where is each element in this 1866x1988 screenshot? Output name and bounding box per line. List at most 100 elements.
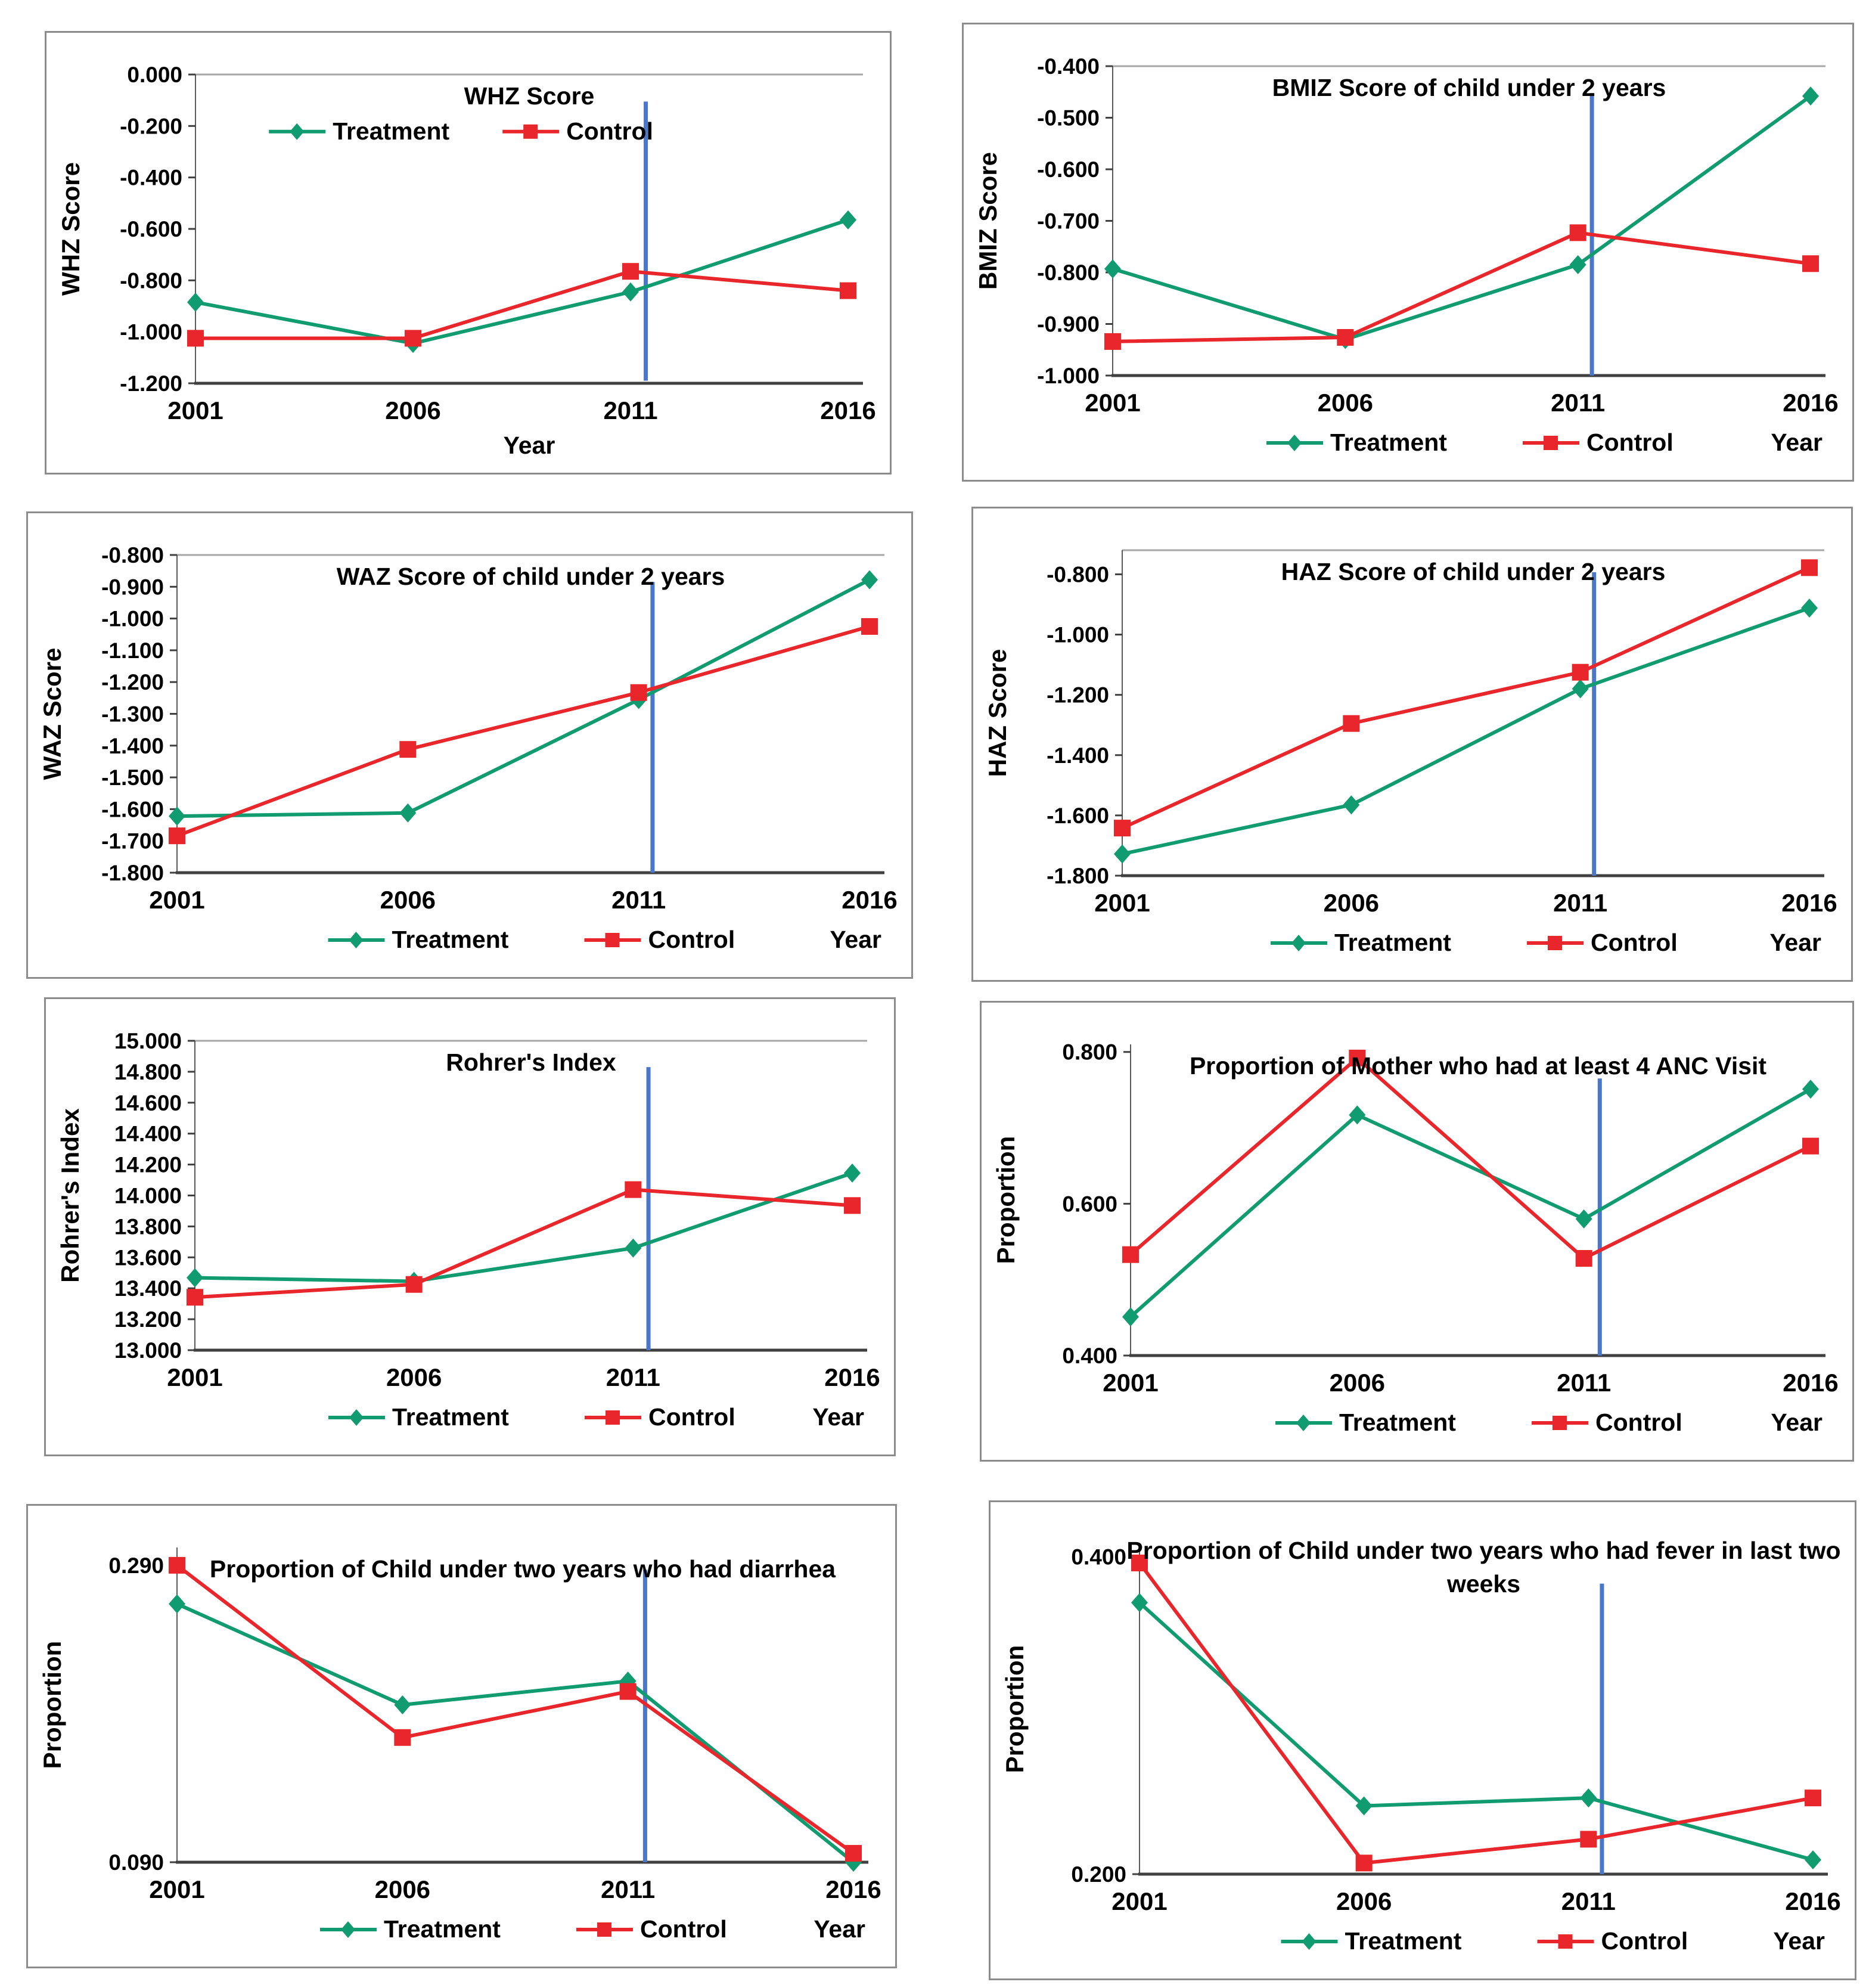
control-marker bbox=[840, 282, 856, 299]
chart-svg-whz-score: 0.000 -0.200 -0.400 -0.600 -0.800 -1.000 -1.20… bbox=[57, 63, 876, 459]
treatment-marker bbox=[394, 1695, 411, 1714]
legend-control-swatch-marker bbox=[597, 1922, 611, 1937]
control-line bbox=[1138, 1562, 1814, 1865]
y-tick-label: 0.800 bbox=[1062, 1040, 1117, 1065]
treatment-marker bbox=[1122, 1307, 1139, 1327]
treatment-line bbox=[1122, 606, 1810, 856]
y-tick-label: -0.500 bbox=[1037, 106, 1100, 131]
y-tick-label: 13.000 bbox=[114, 1338, 182, 1363]
chart-title: weeks bbox=[1446, 1570, 1520, 1598]
control-marker bbox=[1349, 1049, 1366, 1066]
y-axis-title: HAZ Score bbox=[983, 649, 1011, 777]
x-axis-title: Year bbox=[1771, 429, 1822, 456]
chart-title: Proportion of Child under two years who … bbox=[1126, 1537, 1840, 1564]
treatment-marker bbox=[1131, 1593, 1148, 1612]
treatment-marker bbox=[625, 1238, 642, 1258]
control-marker bbox=[1131, 1554, 1148, 1571]
legend-treatment-label: Treatment bbox=[1345, 1927, 1462, 1955]
control-marker bbox=[1801, 559, 1818, 576]
y-tick-label: 13.200 bbox=[114, 1307, 182, 1332]
x-axis-title: Year bbox=[1769, 929, 1821, 956]
control-marker bbox=[399, 741, 417, 758]
x-tick-label: 2001 bbox=[167, 1363, 222, 1391]
control-marker bbox=[622, 263, 639, 280]
chart-panel-whz-score: 0.000 -0.200 -0.400 -0.600 -0.800 -1.000 -1.20… bbox=[45, 31, 892, 474]
legend-control-swatch-marker bbox=[1558, 1934, 1573, 1949]
control-line bbox=[1112, 231, 1811, 343]
x-tick-label: 2011 bbox=[603, 396, 657, 424]
x-tick-label: 2011 bbox=[1561, 1887, 1616, 1915]
y-tick-label: -0.800 bbox=[1047, 562, 1109, 587]
y-tick-label: -1.500 bbox=[101, 765, 164, 790]
treatment-marker bbox=[1572, 679, 1589, 699]
legend-control-label: Control bbox=[1601, 1927, 1688, 1955]
y-tick-label: 0.200 bbox=[1071, 1862, 1126, 1887]
y-tick-label: 0.090 bbox=[108, 1850, 164, 1875]
y-tick-label: 14.200 bbox=[114, 1153, 182, 1177]
control-marker bbox=[1355, 1854, 1373, 1872]
chart-svg-waz-score: -0.800 -0.900 -1.000 -1.100 -1.200 -1.300 -1.4… bbox=[38, 543, 898, 953]
x-tick-label: 2016 bbox=[1783, 1369, 1838, 1397]
y-tick-label: -0.600 bbox=[120, 217, 182, 241]
treatment-line bbox=[1129, 1087, 1812, 1319]
x-tick-label: 2011 bbox=[1553, 889, 1607, 917]
x-tick-label: 2016 bbox=[1785, 1887, 1840, 1915]
y-tick-label: 0.400 bbox=[1071, 1545, 1126, 1569]
treatment-marker bbox=[844, 1163, 861, 1183]
control-marker bbox=[1805, 1789, 1821, 1807]
control-marker bbox=[1337, 328, 1354, 346]
y-tick-label: 13.800 bbox=[114, 1214, 182, 1239]
y-tick-label: -0.900 bbox=[1037, 312, 1100, 337]
treatment-line bbox=[194, 1171, 853, 1283]
legend-treatment-label: Treatment bbox=[1339, 1409, 1456, 1436]
x-tick-label: 2001 bbox=[149, 1875, 204, 1903]
x-tick-label: 2006 bbox=[386, 1363, 442, 1391]
x-tick-label: 2001 bbox=[167, 396, 223, 424]
control-marker bbox=[630, 684, 647, 701]
chart-title: WAZ Score of child under 2 years bbox=[337, 563, 725, 590]
legend-control-label: Control bbox=[640, 1915, 727, 1943]
treatment-marker bbox=[1343, 795, 1360, 815]
legend-control-swatch-marker bbox=[1548, 936, 1562, 950]
y-tick-label: -0.700 bbox=[1037, 209, 1100, 234]
y-tick-label: -1.200 bbox=[120, 371, 182, 396]
y-tick-label: -1.800 bbox=[1047, 864, 1109, 888]
legend-control-label: Control bbox=[648, 926, 735, 953]
legend-treatment-swatch-marker bbox=[349, 1409, 364, 1426]
x-axis-title: Year bbox=[1771, 1409, 1822, 1436]
legend-control-swatch-marker bbox=[523, 124, 538, 139]
y-tick-label: -1.300 bbox=[101, 702, 164, 727]
legend-control-label: Control bbox=[1591, 929, 1678, 956]
treatment-marker bbox=[1104, 259, 1121, 278]
legend-treatment-swatch-marker bbox=[1291, 935, 1306, 951]
legend-treatment-swatch-marker bbox=[349, 932, 364, 948]
legend-treatment-swatch-marker bbox=[341, 1921, 355, 1938]
y-tick-label: -0.400 bbox=[1037, 54, 1100, 79]
x-axis-title: Year bbox=[504, 432, 555, 459]
y-tick-label: 14.000 bbox=[114, 1184, 182, 1208]
x-tick-label: 2016 bbox=[842, 886, 897, 914]
y-tick-label: -1.000 bbox=[120, 320, 182, 345]
legend-control-label: Control bbox=[566, 117, 653, 145]
treatment-marker bbox=[187, 1268, 203, 1288]
control-marker bbox=[1343, 715, 1360, 732]
x-tick-label: 2016 bbox=[1783, 389, 1838, 417]
y-tick-label: 14.800 bbox=[114, 1060, 182, 1084]
y-tick-label: -1.200 bbox=[101, 670, 164, 694]
x-tick-label: 2006 bbox=[1324, 889, 1379, 917]
treatment-marker bbox=[169, 1594, 185, 1614]
control-marker bbox=[625, 1181, 642, 1198]
treatment-marker bbox=[1355, 1796, 1373, 1816]
y-axis-title: BMIZ Score bbox=[974, 152, 1002, 290]
x-tick-label: 2011 bbox=[606, 1363, 660, 1391]
x-tick-label: 2001 bbox=[1085, 389, 1140, 417]
x-tick-label: 2011 bbox=[601, 1875, 655, 1903]
chart-panel-diarrhea: 0.290 0.090 2001 2006 2011 2016 Proportion of … bbox=[26, 1504, 897, 1968]
x-tick-label: 2011 bbox=[611, 886, 666, 914]
chart-title: BMIZ Score of child under 2 years bbox=[1272, 74, 1666, 101]
control-marker bbox=[1114, 820, 1131, 837]
x-tick-label: 2016 bbox=[825, 1875, 881, 1903]
legend-control-label: Control bbox=[1595, 1409, 1682, 1436]
